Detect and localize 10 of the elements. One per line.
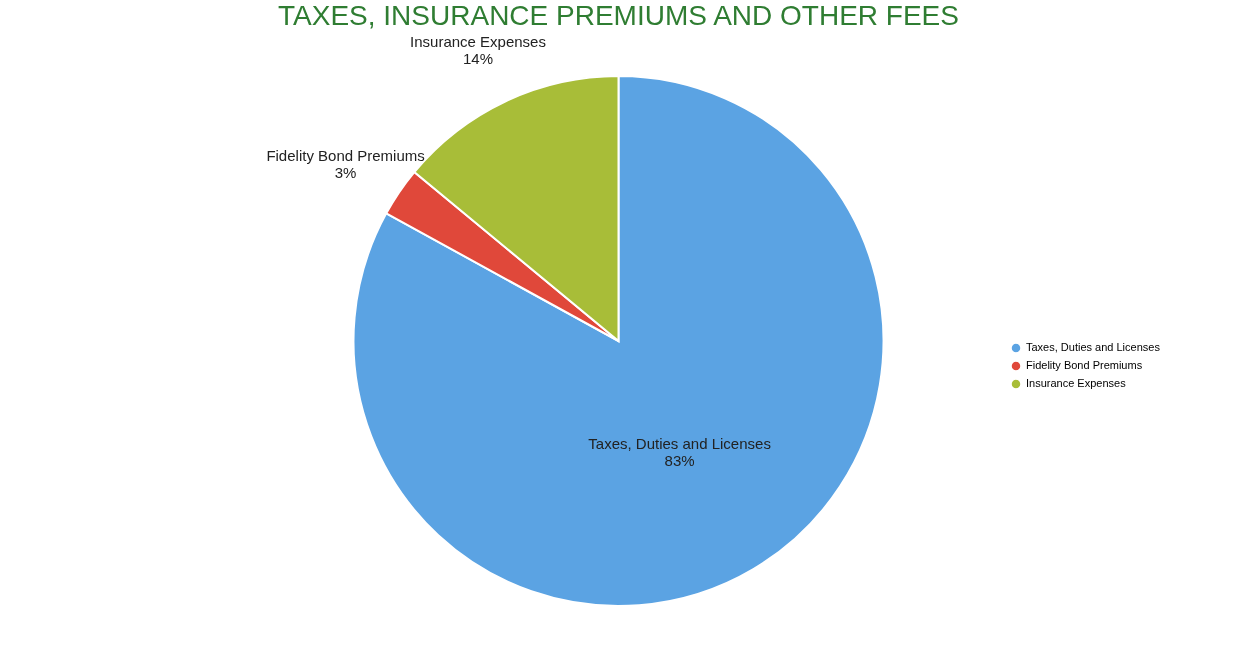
chart-title: TAXES, INSURANCE PREMIUMS AND OTHER FEES <box>278 0 959 32</box>
slice-label: Taxes, Duties and Licenses <box>588 435 771 453</box>
data-label: 83% <box>664 452 695 470</box>
data-label: 3% <box>334 163 357 181</box>
slice-label: Fidelity Bond Premiums <box>266 146 425 164</box>
legend-label: Taxes, Duties and Licenses <box>1026 341 1161 353</box>
legend-label: Insurance Expenses <box>1026 377 1127 389</box>
slice-label: Insurance Expenses <box>410 33 546 51</box>
data-label: 14% <box>462 50 494 68</box>
legend-label: Fidelity Bond Premiums <box>1026 359 1143 371</box>
